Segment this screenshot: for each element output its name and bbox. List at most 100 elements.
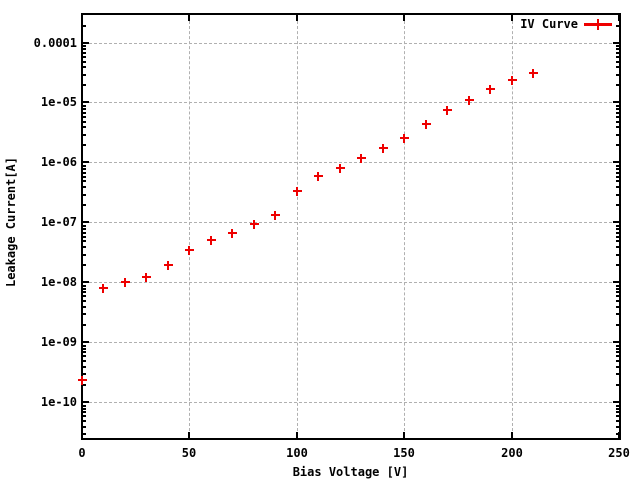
y-minor-tick-mark-right [616,236,619,238]
y-minor-tick-mark [83,408,86,410]
y-minor-tick-mark-right [616,254,619,256]
y-tick-mark-right [613,341,619,343]
y-minor-tick-mark-right [616,126,619,128]
y-minor-tick-mark-right [616,121,619,123]
y-minor-tick-mark [83,236,86,238]
y-minor-tick-mark-right [616,411,619,413]
y-tick-label: 1e-05 [40,95,77,109]
y-tick-label: 1e-08 [40,275,77,289]
data-point [81,376,83,385]
gridline-horizontal [84,162,617,163]
y-minor-tick-mark [83,420,86,422]
gridline-horizontal [84,43,617,44]
x-tick-mark [511,432,513,438]
y-minor-tick-mark [83,366,86,368]
y-minor-tick-mark [83,25,86,27]
y-minor-tick-mark-right [616,194,619,196]
gridline-vertical [189,16,190,436]
y-minor-tick-mark [83,168,86,170]
y-minor-tick-mark-right [616,228,619,230]
y-minor-tick-mark-right [616,66,619,68]
y-minor-tick-mark [83,264,86,266]
y-minor-tick-mark [83,415,86,417]
y-minor-tick-mark-right [616,186,619,188]
x-tick-mark [618,432,620,438]
y-minor-tick-mark-right [616,295,619,297]
y-minor-tick-mark-right [616,172,619,174]
gridline-horizontal [84,282,617,283]
y-minor-tick-mark-right [616,168,619,170]
y-minor-tick-mark [83,300,86,302]
y-minor-tick-mark-right [616,433,619,435]
y-tick-mark [83,161,89,163]
y-minor-tick-mark [83,232,86,234]
x-tick-mark [81,432,83,438]
x-tick-label: 0 [78,446,86,460]
y-minor-tick-mark [83,348,86,350]
legend-label: IV Curve [520,17,578,31]
x-tick-label: 100 [286,446,308,460]
y-minor-tick-mark-right [616,232,619,234]
y-minor-tick-mark-right [616,291,619,293]
y-minor-tick-mark-right [616,105,619,107]
y-minor-tick-mark [83,61,86,63]
gridline-horizontal [84,342,617,343]
y-minor-tick-mark [83,134,86,136]
y-minor-tick-mark-right [616,204,619,206]
y-minor-tick-mark-right [616,351,619,353]
data-point [145,273,147,282]
x-tick-mark-top [188,15,190,21]
data-point [210,236,212,245]
y-tick-mark-right [613,281,619,283]
y-minor-tick-mark-right [616,420,619,422]
data-point [511,76,513,85]
x-axis-label: Bias Voltage [V] [292,465,409,479]
y-minor-tick-mark [83,288,86,290]
y-minor-tick-mark-right [616,180,619,182]
gridline-vertical [512,16,513,436]
y-minor-tick-mark [83,112,86,114]
y-minor-tick-mark-right [616,56,619,58]
y-tick-label: 0.0001 [33,36,77,50]
y-minor-tick-mark [83,74,86,76]
y-minor-tick-mark-right [616,74,619,76]
y-minor-tick-mark [83,225,86,227]
y-minor-tick-mark-right [616,405,619,407]
y-minor-tick-mark [83,180,86,182]
data-point [339,164,341,173]
data-point [188,246,190,255]
y-minor-tick-mark-right [616,408,619,410]
y-tick-mark [83,401,89,403]
y-minor-tick-mark [83,52,86,54]
y-tick-label: 1e-07 [40,215,77,229]
y-tick-mark [83,341,89,343]
x-tick-label: 250 [608,446,630,460]
y-tick-mark [83,281,89,283]
y-tick-mark-right [613,401,619,403]
y-minor-tick-mark-right [616,240,619,242]
y-minor-tick-mark-right [616,144,619,146]
y-minor-tick-mark [83,351,86,353]
y-minor-tick-mark [83,254,86,256]
x-tick-mark [188,432,190,438]
y-minor-tick-mark-right [616,384,619,386]
y-minor-tick-mark [83,126,86,128]
y-minor-tick-mark-right [616,426,619,428]
y-minor-tick-mark [83,186,86,188]
y-minor-tick-mark [83,228,86,230]
y-minor-tick-mark-right [616,300,619,302]
y-minor-tick-mark-right [616,373,619,375]
data-point [124,278,126,287]
y-minor-tick-mark [83,48,86,50]
y-minor-tick-mark-right [616,45,619,47]
y-minor-tick-mark-right [616,61,619,63]
x-tick-mark-top [296,15,298,21]
y-minor-tick-mark [83,405,86,407]
y-minor-tick-mark [83,165,86,167]
y-minor-tick-mark-right [616,246,619,248]
y-tick-mark-right [613,161,619,163]
y-tick-mark-right [613,42,619,44]
x-tick-label: 200 [501,446,523,460]
y-minor-tick-mark [83,384,86,386]
y-minor-tick-mark [83,121,86,123]
